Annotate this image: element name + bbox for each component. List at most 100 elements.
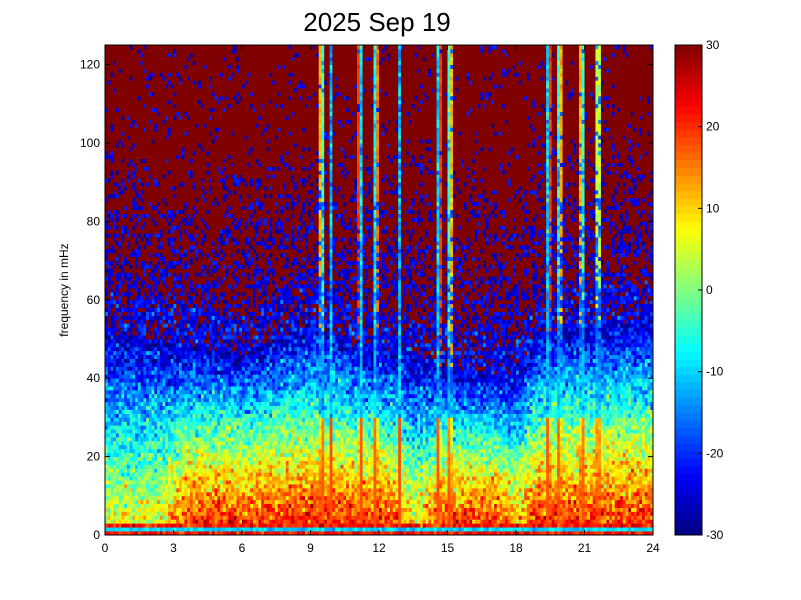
heatmap-cell <box>113 147 116 151</box>
heatmap-cell <box>206 472 209 476</box>
heatmap-cell <box>209 527 212 531</box>
heatmap-cell <box>130 390 133 394</box>
heatmap-cell <box>176 288 179 292</box>
heatmap-cell <box>174 170 177 174</box>
heatmap-cell <box>149 96 152 100</box>
heatmap-cell <box>154 378 157 382</box>
heatmap-cell <box>154 496 157 500</box>
heatmap-cell <box>121 413 124 417</box>
heatmap-cell <box>209 492 212 496</box>
heatmap-cell <box>135 355 138 359</box>
heatmap-cell <box>198 453 201 457</box>
heatmap-cell <box>135 217 138 221</box>
heatmap-cell <box>157 268 160 272</box>
heatmap-cell <box>157 88 160 92</box>
heatmap-cell <box>141 214 144 218</box>
heatmap-cell <box>108 319 111 323</box>
heatmap-cell <box>119 280 122 284</box>
heatmap-cell <box>206 429 209 433</box>
heatmap-cell <box>132 421 135 425</box>
heatmap-cell <box>176 515 179 519</box>
heatmap-cell <box>171 288 174 292</box>
heatmap-cell <box>187 500 190 504</box>
heatmap-cell <box>138 515 141 519</box>
heatmap-cell <box>119 127 122 131</box>
heatmap-cell <box>187 284 190 288</box>
heatmap-cell <box>110 280 113 284</box>
heatmap-cell <box>121 312 124 316</box>
heatmap-cell <box>143 72 146 76</box>
heatmap-cell <box>141 261 144 265</box>
heatmap-cell <box>193 186 196 190</box>
heatmap-cell <box>204 312 207 316</box>
heatmap-cell <box>190 370 193 374</box>
heatmap-cell <box>110 335 113 339</box>
heatmap-cell <box>206 292 209 296</box>
heatmap-cell <box>121 276 124 280</box>
heatmap-cell <box>146 261 149 265</box>
heatmap-cell <box>110 210 113 214</box>
heatmap-cell <box>124 139 127 143</box>
heatmap-cell <box>195 315 198 319</box>
heatmap-cell <box>195 276 198 280</box>
heatmap-cell <box>124 202 127 206</box>
heatmap-cell <box>204 268 207 272</box>
heatmap-cell <box>204 280 207 284</box>
heatmap-cell <box>184 284 187 288</box>
heatmap-cell <box>157 257 160 261</box>
heatmap-cell <box>113 429 116 433</box>
heatmap-cell <box>135 511 138 515</box>
heatmap-cell <box>184 457 187 461</box>
heatmap-cell <box>143 257 146 261</box>
heatmap-cell <box>146 304 149 308</box>
heatmap-cell <box>119 300 122 304</box>
heatmap-cell <box>206 116 209 120</box>
heatmap-cell <box>138 261 141 265</box>
heatmap-cell <box>132 163 135 167</box>
heatmap-cell <box>146 476 149 480</box>
heatmap-cell <box>163 80 166 84</box>
heatmap-cell <box>138 429 141 433</box>
heatmap-cell <box>179 241 182 245</box>
heatmap-cell <box>138 217 141 221</box>
heatmap-cell <box>182 374 185 378</box>
heatmap-cell <box>171 174 174 178</box>
heatmap-cell <box>163 378 166 382</box>
heatmap-cell <box>113 88 116 92</box>
heatmap-cell <box>116 261 119 265</box>
heatmap-cell <box>130 339 133 343</box>
heatmap-cell <box>195 319 198 323</box>
heatmap-cell <box>163 453 166 457</box>
heatmap-cell <box>149 398 152 402</box>
heatmap-cell <box>154 61 157 65</box>
heatmap-cell <box>149 323 152 327</box>
heatmap-cell <box>190 457 193 461</box>
heatmap-cell <box>124 182 127 186</box>
heatmap-cell <box>184 268 187 272</box>
heatmap-cell <box>124 194 127 198</box>
heatmap-cell <box>124 488 127 492</box>
heatmap-cell <box>160 221 163 225</box>
heatmap-cell <box>138 170 141 174</box>
heatmap-cell <box>143 276 146 280</box>
heatmap-cell <box>190 339 193 343</box>
heatmap-cell <box>143 323 146 327</box>
heatmap-cell <box>212 268 215 272</box>
heatmap-cell <box>171 461 174 465</box>
heatmap-cell <box>135 312 138 316</box>
heatmap-cell <box>110 453 113 457</box>
heatmap-cell <box>171 272 174 276</box>
heatmap-cell <box>212 76 215 80</box>
heatmap-cell <box>154 143 157 147</box>
heatmap-cell <box>190 366 193 370</box>
heatmap-cell <box>206 88 209 92</box>
heatmap-cell <box>193 194 196 198</box>
heatmap-cell <box>171 402 174 406</box>
heatmap-cell <box>121 104 124 108</box>
heatmap-cell <box>206 331 209 335</box>
heatmap-cell <box>179 421 182 425</box>
heatmap-cell <box>184 402 187 406</box>
heatmap-cell <box>146 519 149 523</box>
heatmap-cell <box>141 370 144 374</box>
heatmap-cell <box>130 417 133 421</box>
